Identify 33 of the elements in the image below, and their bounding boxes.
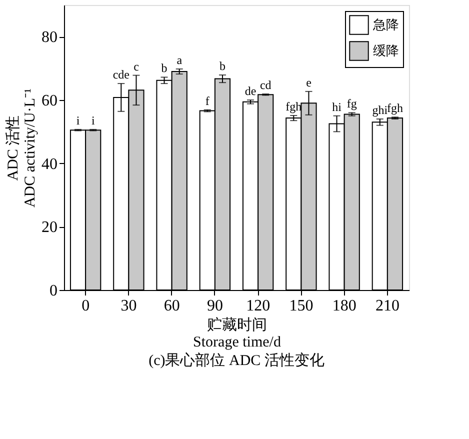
annotation: b [219, 58, 226, 73]
y-tick-label: 60 [42, 92, 58, 110]
x-tick-label: 60 [164, 298, 180, 314]
annotation: de [244, 84, 256, 98]
y-tick-label: 80 [42, 29, 58, 46]
annotation: fg [346, 96, 357, 111]
annotation: f [205, 94, 210, 108]
x-axis-title: 贮藏时间 Storage time/d [193, 316, 282, 350]
x-tick-label: 120 [246, 298, 270, 314]
text: (c)果心部位 ADC 活性变化 [148, 352, 324, 369]
legend-label: 缓降 [373, 43, 399, 58]
annotation: ghi [372, 103, 388, 117]
legend-label: 急降 [372, 17, 399, 32]
annotation: c [134, 59, 139, 74]
y-axis-title: ADC 活性 ADC activity/U·L⁻¹ [4, 88, 38, 208]
annotation: i [91, 113, 96, 128]
x-tick-label: 90 [206, 298, 223, 314]
x-tick-label: 180 [332, 298, 356, 314]
y-tick-label: 20 [42, 219, 58, 236]
annotation: e [306, 75, 312, 90]
annotation: fgh [386, 101, 403, 116]
annotation: cd [260, 78, 272, 92]
annotation: hi [332, 100, 342, 114]
x-tick-label: 30 [120, 298, 137, 314]
annotation: cde [112, 68, 130, 82]
y-tick-label: 0 [50, 282, 58, 300]
annotation: i [76, 113, 80, 128]
y-tick-label: 40 [42, 156, 58, 173]
x-tick-label: 210 [375, 298, 400, 314]
x-tick-label: 0 [82, 298, 90, 314]
annotation: a [176, 52, 183, 67]
x-tick-label: 150 [289, 298, 314, 314]
annotation: b [161, 61, 168, 76]
